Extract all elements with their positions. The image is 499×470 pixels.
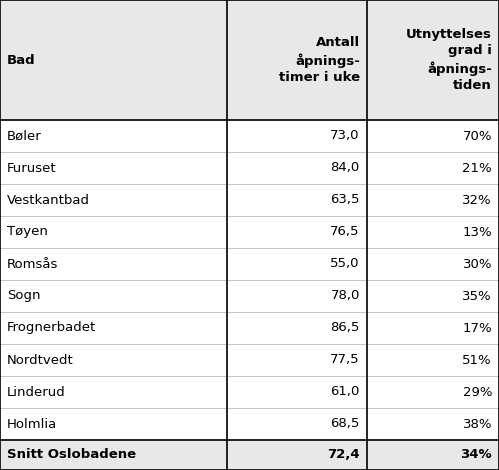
Bar [367,408,499,440]
Bar [0,120,227,152]
Bar [227,376,367,408]
Text: 76,5: 76,5 [330,226,360,238]
Text: 30%: 30% [463,258,492,271]
Text: 51%: 51% [463,353,492,367]
Text: 29%: 29% [463,385,492,399]
Text: 17%: 17% [463,321,492,335]
Text: 72,4: 72,4 [327,448,360,462]
Bar [227,120,367,152]
Text: 78,0: 78,0 [330,290,360,303]
Text: 77,5: 77,5 [330,353,360,367]
Text: Linderud: Linderud [7,385,66,399]
Text: 21%: 21% [463,162,492,174]
Bar [367,120,499,152]
Text: 32%: 32% [463,194,492,206]
Text: 84,0: 84,0 [330,162,360,174]
Bar [367,376,499,408]
Text: 13%: 13% [463,226,492,238]
Text: Romsås: Romsås [7,258,58,271]
Bar [0,248,227,280]
Text: Snitt Oslobadene: Snitt Oslobadene [7,448,136,462]
Bar [367,152,499,184]
Text: Furuset: Furuset [7,162,56,174]
Bar [0,216,227,248]
Text: 34%: 34% [461,448,492,462]
Text: 61,0: 61,0 [330,385,360,399]
Text: Frognerbadet: Frognerbadet [7,321,96,335]
Bar [367,344,499,376]
Bar [227,248,367,280]
Bar [367,440,499,470]
Bar [227,184,367,216]
Text: Tøyen: Tøyen [7,226,48,238]
Bar [367,248,499,280]
Text: Bøler: Bøler [7,130,42,142]
Text: 38%: 38% [463,417,492,431]
Bar [367,184,499,216]
Bar [0,376,227,408]
Bar [0,440,227,470]
Bar [227,152,367,184]
Bar [0,152,227,184]
Text: Holmlia: Holmlia [7,417,57,431]
Text: Utnyttelses
grad i
åpnings-
tiden: Utnyttelses grad i åpnings- tiden [406,29,492,92]
Bar [227,0,367,120]
Bar [0,344,227,376]
Bar [0,184,227,216]
Bar [0,0,227,120]
Text: 55,0: 55,0 [330,258,360,271]
Text: Nordtvedt: Nordtvedt [7,353,74,367]
Bar [0,280,227,312]
Text: Bad: Bad [7,54,35,66]
Text: 68,5: 68,5 [330,417,360,431]
Bar [227,312,367,344]
Bar [367,216,499,248]
Text: Sogn: Sogn [7,290,40,303]
Bar [0,312,227,344]
Text: 35%: 35% [463,290,492,303]
Text: Vestkantbad: Vestkantbad [7,194,90,206]
Text: 86,5: 86,5 [330,321,360,335]
Bar [227,216,367,248]
Bar [227,280,367,312]
Bar [367,0,499,120]
Bar [227,344,367,376]
Bar [367,312,499,344]
Text: 63,5: 63,5 [330,194,360,206]
Text: 70%: 70% [463,130,492,142]
Text: Antall
åpnings-
timer i uke: Antall åpnings- timer i uke [278,37,360,84]
Bar [227,408,367,440]
Text: 73,0: 73,0 [330,130,360,142]
Bar [0,408,227,440]
Bar [367,280,499,312]
Bar [227,440,367,470]
